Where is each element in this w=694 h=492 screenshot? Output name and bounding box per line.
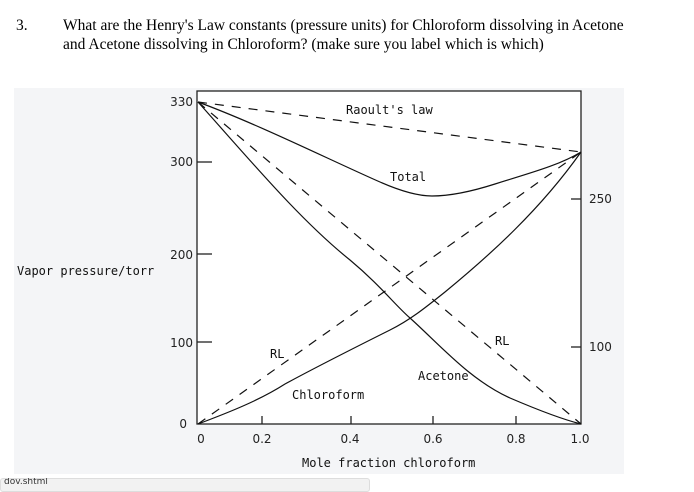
y-tick-200: 200: [170, 248, 193, 262]
question-number: 3.: [16, 17, 28, 34]
x-tick-0-6: 0.6: [423, 432, 442, 446]
acetone-label: Acetone: [418, 369, 469, 383]
y-tick-100: 100: [170, 336, 193, 350]
y-tick-300: 300: [170, 155, 193, 169]
total-pressure-curve: [197, 101, 582, 197]
rl-chloroform-label: RL: [270, 347, 284, 361]
raoult-law-acetone-line: [197, 101, 582, 425]
raoult-law-label: Raoult's law: [346, 103, 433, 117]
x-tick-0-2: 0.2: [252, 432, 271, 446]
x-tick-1-0: 1.0: [570, 432, 589, 446]
x-tick-0-4: 0.4: [340, 432, 359, 446]
x-tick-0: 0: [197, 432, 205, 446]
chloroform-label: Chloroform: [292, 388, 364, 402]
question-line-2: and Acetone dissolving in Chloroform? (m…: [63, 36, 544, 53]
y-tick-0: 0: [179, 417, 187, 431]
left-axis-ticks: [197, 161, 212, 343]
total-label: Total: [390, 170, 426, 184]
right-axis-ticks: [571, 198, 581, 348]
right-tick-100: 100: [589, 340, 612, 354]
raoult-law-chloroform-line: [197, 151, 582, 425]
plot-area: [196, 90, 582, 425]
right-tick-250: 250: [589, 192, 612, 206]
y-tick-330: 330: [170, 95, 193, 109]
x-axis-label: Mole fraction chloroform: [302, 456, 475, 470]
status-bar-text: dov.shtml: [4, 478, 48, 486]
question-text: What are the Henry's Law constants (pres…: [63, 16, 683, 54]
acetone-partial-pressure-curve: [197, 101, 582, 425]
rl-acetone-label: RL: [495, 334, 509, 348]
x-axis-ticks: [261, 416, 517, 424]
y-axis-label: Vapor pressure/torr: [17, 264, 154, 278]
chloroform-partial-pressure-curve: [197, 151, 582, 425]
raoult-law-total-line: [197, 101, 582, 153]
x-tick-0-8: 0.8: [506, 432, 525, 446]
question-line-1: What are the Henry's Law constants (pres…: [63, 17, 624, 34]
status-bar: [0, 478, 370, 492]
